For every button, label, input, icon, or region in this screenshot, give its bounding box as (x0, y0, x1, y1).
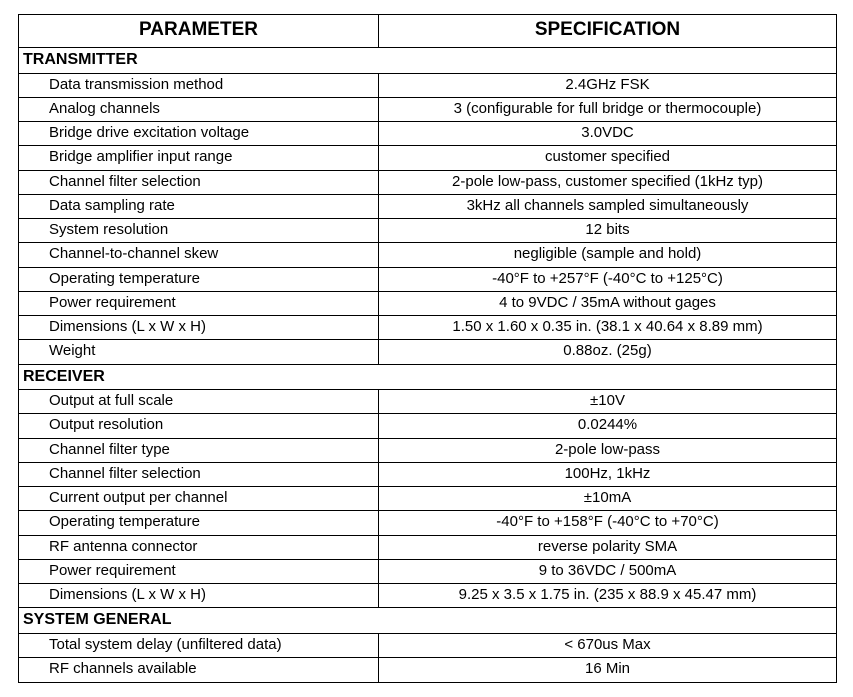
param-cell: RF channels available (19, 658, 379, 682)
param-cell: Data sampling rate (19, 194, 379, 218)
section-title: TRANSMITTER (19, 48, 837, 74)
spec-cell: 16 Min (379, 658, 837, 682)
spec-cell: 100Hz, 1kHz (379, 462, 837, 486)
table-row: Power requirement4 to 9VDC / 35mA withou… (19, 291, 837, 315)
spec-cell: 0.88oz. (25g) (379, 340, 837, 364)
spec-cell: 9 to 36VDC / 500mA (379, 559, 837, 583)
spec-cell: 12 bits (379, 219, 837, 243)
section-row-system-general: SYSTEM GENERAL (19, 608, 837, 634)
param-cell: Operating temperature (19, 267, 379, 291)
table-row: RF antenna connectorreverse polarity SMA (19, 535, 837, 559)
spec-cell: negligible (sample and hold) (379, 243, 837, 267)
param-cell: Channel-to-channel skew (19, 243, 379, 267)
param-cell: Power requirement (19, 559, 379, 583)
table-row: Data sampling rate3kHz all channels samp… (19, 194, 837, 218)
table-row: Output at full scale±10V (19, 390, 837, 414)
table-row: Total system delay (unfiltered data)< 67… (19, 634, 837, 658)
section-title: SYSTEM GENERAL (19, 608, 837, 634)
param-cell: Channel filter selection (19, 170, 379, 194)
spec-cell: -40°F to +158°F (-40°C to +70°C) (379, 511, 837, 535)
param-cell: Analog channels (19, 97, 379, 121)
param-cell: Power requirement (19, 291, 379, 315)
spec-cell: 0.0244% (379, 414, 837, 438)
section-title: RECEIVER (19, 364, 837, 390)
param-cell: Bridge drive excitation voltage (19, 122, 379, 146)
table-row: Output resolution0.0244% (19, 414, 837, 438)
table-header-row: PARAMETER SPECIFICATION (19, 15, 837, 48)
param-cell: Weight (19, 340, 379, 364)
spec-cell: 3 (configurable for full bridge or therm… (379, 97, 837, 121)
spec-cell: -40°F to +257°F (-40°C to +125°C) (379, 267, 837, 291)
param-cell: Operating temperature (19, 511, 379, 535)
param-cell: Dimensions (L x W x H) (19, 584, 379, 608)
spec-cell: 3.0VDC (379, 122, 837, 146)
param-cell: RF antenna connector (19, 535, 379, 559)
spec-cell: 2.4GHz FSK (379, 73, 837, 97)
spec-cell: customer specified (379, 146, 837, 170)
param-cell: Bridge amplifier input range (19, 146, 379, 170)
table-row: Bridge amplifier input rangecustomer spe… (19, 146, 837, 170)
table-row: Power requirement9 to 36VDC / 500mA (19, 559, 837, 583)
table-row: Dimensions (L x W x H)9.25 x 3.5 x 1.75 … (19, 584, 837, 608)
spec-cell: ±10mA (379, 487, 837, 511)
spec-table: PARAMETER SPECIFICATION TRANSMITTER Data… (18, 14, 837, 683)
section-row-transmitter: TRANSMITTER (19, 48, 837, 74)
spec-cell: < 670us Max (379, 634, 837, 658)
table-row: Operating temperature-40°F to +158°F (-4… (19, 511, 837, 535)
table-row: Analog channels3 (configurable for full … (19, 97, 837, 121)
param-cell: Output at full scale (19, 390, 379, 414)
table-row: Data transmission method2.4GHz FSK (19, 73, 837, 97)
spec-cell: 1.50 x 1.60 x 0.35 in. (38.1 x 40.64 x 8… (379, 316, 837, 340)
table-row: Channel filter type2-pole low-pass (19, 438, 837, 462)
table-row: Operating temperature-40°F to +257°F (-4… (19, 267, 837, 291)
table-row: Channel filter selection100Hz, 1kHz (19, 462, 837, 486)
table-row: Dimensions (L x W x H)1.50 x 1.60 x 0.35… (19, 316, 837, 340)
table-row: RF channels available16 Min (19, 658, 837, 682)
table-row: Channel-to-channel skewnegligible (sampl… (19, 243, 837, 267)
spec-cell: 2-pole low-pass, customer specified (1kH… (379, 170, 837, 194)
param-cell: System resolution (19, 219, 379, 243)
header-parameter: PARAMETER (19, 15, 379, 48)
spec-cell: 4 to 9VDC / 35mA without gages (379, 291, 837, 315)
spec-cell: 3kHz all channels sampled simultaneously (379, 194, 837, 218)
table-row: Current output per channel±10mA (19, 487, 837, 511)
section-row-receiver: RECEIVER (19, 364, 837, 390)
param-cell: Total system delay (unfiltered data) (19, 634, 379, 658)
table-row: Channel filter selection2-pole low-pass,… (19, 170, 837, 194)
param-cell: Data transmission method (19, 73, 379, 97)
param-cell: Output resolution (19, 414, 379, 438)
spec-cell: 9.25 x 3.5 x 1.75 in. (235 x 88.9 x 45.4… (379, 584, 837, 608)
table-row: Weight0.88oz. (25g) (19, 340, 837, 364)
table-row: System resolution12 bits (19, 219, 837, 243)
param-cell: Current output per channel (19, 487, 379, 511)
header-specification: SPECIFICATION (379, 15, 837, 48)
param-cell: Channel filter selection (19, 462, 379, 486)
spec-cell: reverse polarity SMA (379, 535, 837, 559)
spec-cell: 2-pole low-pass (379, 438, 837, 462)
spec-cell: ±10V (379, 390, 837, 414)
param-cell: Dimensions (L x W x H) (19, 316, 379, 340)
table-row: Bridge drive excitation voltage3.0VDC (19, 122, 837, 146)
param-cell: Channel filter type (19, 438, 379, 462)
